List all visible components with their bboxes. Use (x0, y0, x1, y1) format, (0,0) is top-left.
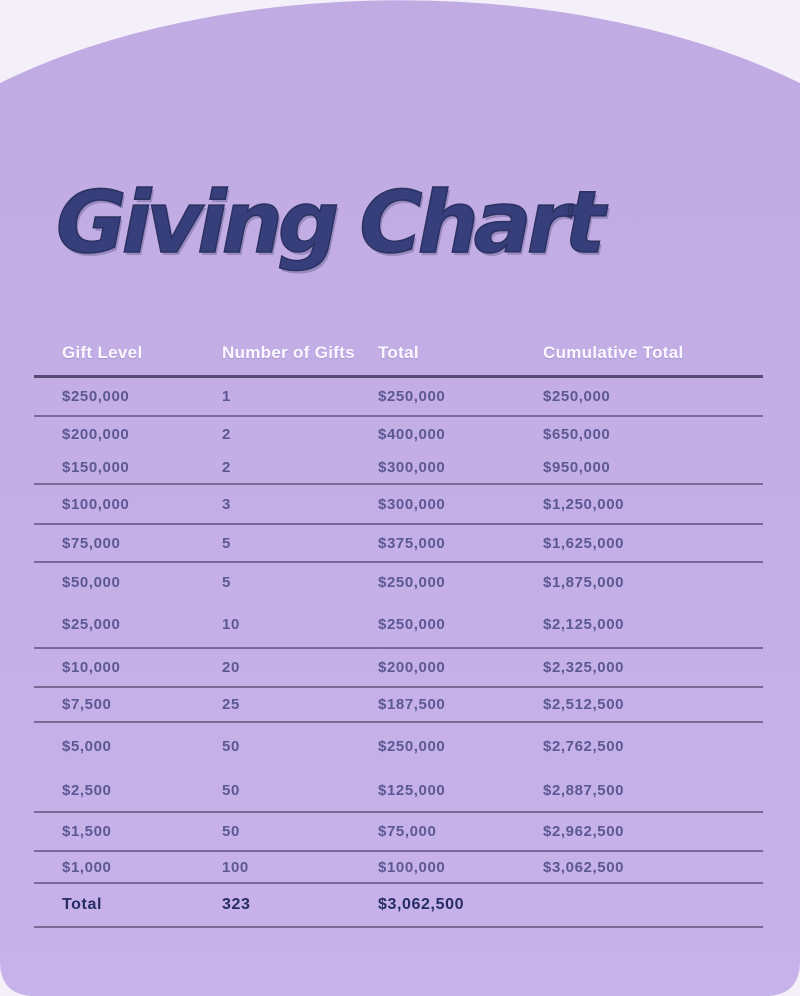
cell-number-of-gifts: 3 (222, 495, 231, 513)
cell-gift-level: $75,000 (62, 534, 121, 552)
cell-gift-level: $200,000 (62, 426, 130, 443)
cell-gift-level: $25,000 (62, 615, 121, 633)
col-header-total: Total (378, 342, 419, 362)
table-row: $100,000 3 $300,000 $1,250,000 (34, 485, 763, 525)
cell-total: $250,000 (378, 388, 446, 405)
cell-cumulative-total: $250,000 (543, 388, 611, 405)
cell-gift-level: $5,000 (62, 738, 112, 755)
cell-total: $250,000 (378, 615, 446, 633)
cell-number-of-gifts: 2 (222, 426, 231, 443)
table-row: $250,000 1 $250,000 $250,000 (34, 378, 763, 417)
cell-total: $75,000 (378, 823, 437, 840)
cell-cumulative-total: $650,000 (543, 426, 611, 443)
cell-cumulative-total: $3,062,500 (543, 858, 625, 876)
cell-number-of-gifts: 100 (222, 858, 249, 876)
total-row: Total 323 $3,062,500 (34, 884, 763, 928)
table-row: $5,000 50 $250,000 $2,762,500 (34, 723, 763, 770)
cell-cumulative-total: $2,887,500 (543, 782, 625, 799)
cell-number-of-gifts: 25 (222, 696, 240, 713)
total-number-of-gifts: 323 (222, 896, 251, 913)
cell-total: $100,000 (378, 858, 446, 876)
table-row: $25,000 10 $250,000 $2,125,000 (34, 601, 763, 649)
table-row: $7,500 25 $187,500 $2,512,500 (34, 688, 763, 723)
cell-cumulative-total: $2,325,000 (543, 659, 625, 676)
cell-cumulative-total: $2,962,500 (543, 823, 625, 840)
cell-number-of-gifts: 5 (222, 573, 231, 591)
table-row: $150,000 2 $300,000 $950,000 (34, 452, 763, 485)
cell-total: $300,000 (378, 495, 446, 513)
cell-total: $187,500 (378, 696, 446, 713)
cell-gift-level: $7,500 (62, 696, 112, 713)
table-header-row: Gift Level Number of Gifts Total Cumulat… (34, 330, 763, 378)
cell-number-of-gifts: 1 (222, 388, 231, 405)
col-header-gift-level: Gift Level (62, 342, 143, 362)
cell-cumulative-total: $2,512,500 (543, 696, 625, 713)
cell-gift-level: $150,000 (62, 459, 130, 476)
cell-total: $250,000 (378, 573, 446, 591)
total-amount: $3,062,500 (378, 896, 465, 913)
table-row: $1,500 50 $75,000 $2,962,500 (34, 813, 763, 852)
cell-total: $250,000 (378, 738, 446, 755)
cell-total: $375,000 (378, 534, 446, 552)
cell-cumulative-total: $1,250,000 (543, 495, 625, 513)
cell-total: $200,000 (378, 659, 446, 676)
col-header-cumulative-total: Cumulative Total (543, 342, 684, 362)
giving-table: Gift Level Number of Gifts Total Cumulat… (34, 330, 763, 928)
cell-cumulative-total: $1,875,000 (543, 573, 625, 591)
cell-gift-level: $250,000 (62, 388, 130, 405)
cell-total: $400,000 (378, 426, 446, 443)
table-row: $2,500 50 $125,000 $2,887,500 (34, 770, 763, 813)
page-title: Giving Chart (55, 173, 606, 273)
cell-total: $300,000 (378, 459, 446, 476)
cell-gift-level: $50,000 (62, 573, 121, 591)
table-row: $10,000 20 $200,000 $2,325,000 (34, 649, 763, 688)
cell-number-of-gifts: 5 (222, 534, 231, 552)
cell-number-of-gifts: 10 (222, 615, 240, 633)
table-row: $50,000 5 $250,000 $1,875,000 (34, 563, 763, 601)
cell-gift-level: $1,000 (62, 858, 112, 876)
cell-gift-level: $10,000 (62, 659, 121, 676)
cell-total: $125,000 (378, 782, 446, 799)
cell-cumulative-total: $2,125,000 (543, 615, 625, 633)
table-row: $75,000 5 $375,000 $1,625,000 (34, 525, 763, 563)
cell-number-of-gifts: 20 (222, 659, 240, 676)
table-row: $1,000 100 $100,000 $3,062,500 (34, 852, 763, 884)
cell-gift-level: $100,000 (62, 495, 130, 513)
table-row: $200,000 2 $400,000 $650,000 (34, 417, 763, 452)
cell-number-of-gifts: 2 (222, 459, 231, 476)
cell-cumulative-total: $1,625,000 (543, 534, 625, 552)
table-body: $250,000 1 $250,000 $250,000 $200,000 2 $400,0… (34, 378, 763, 884)
cell-number-of-gifts: 50 (222, 823, 240, 840)
cell-number-of-gifts: 50 (222, 738, 240, 755)
col-header-number-of-gifts: Number of Gifts (222, 342, 355, 362)
cell-cumulative-total: $950,000 (543, 459, 611, 476)
cell-number-of-gifts: 50 (222, 782, 240, 799)
total-label: Total (62, 896, 103, 913)
cell-cumulative-total: $2,762,500 (543, 738, 625, 755)
cell-gift-level: $2,500 (62, 782, 112, 799)
cell-gift-level: $1,500 (62, 823, 112, 840)
